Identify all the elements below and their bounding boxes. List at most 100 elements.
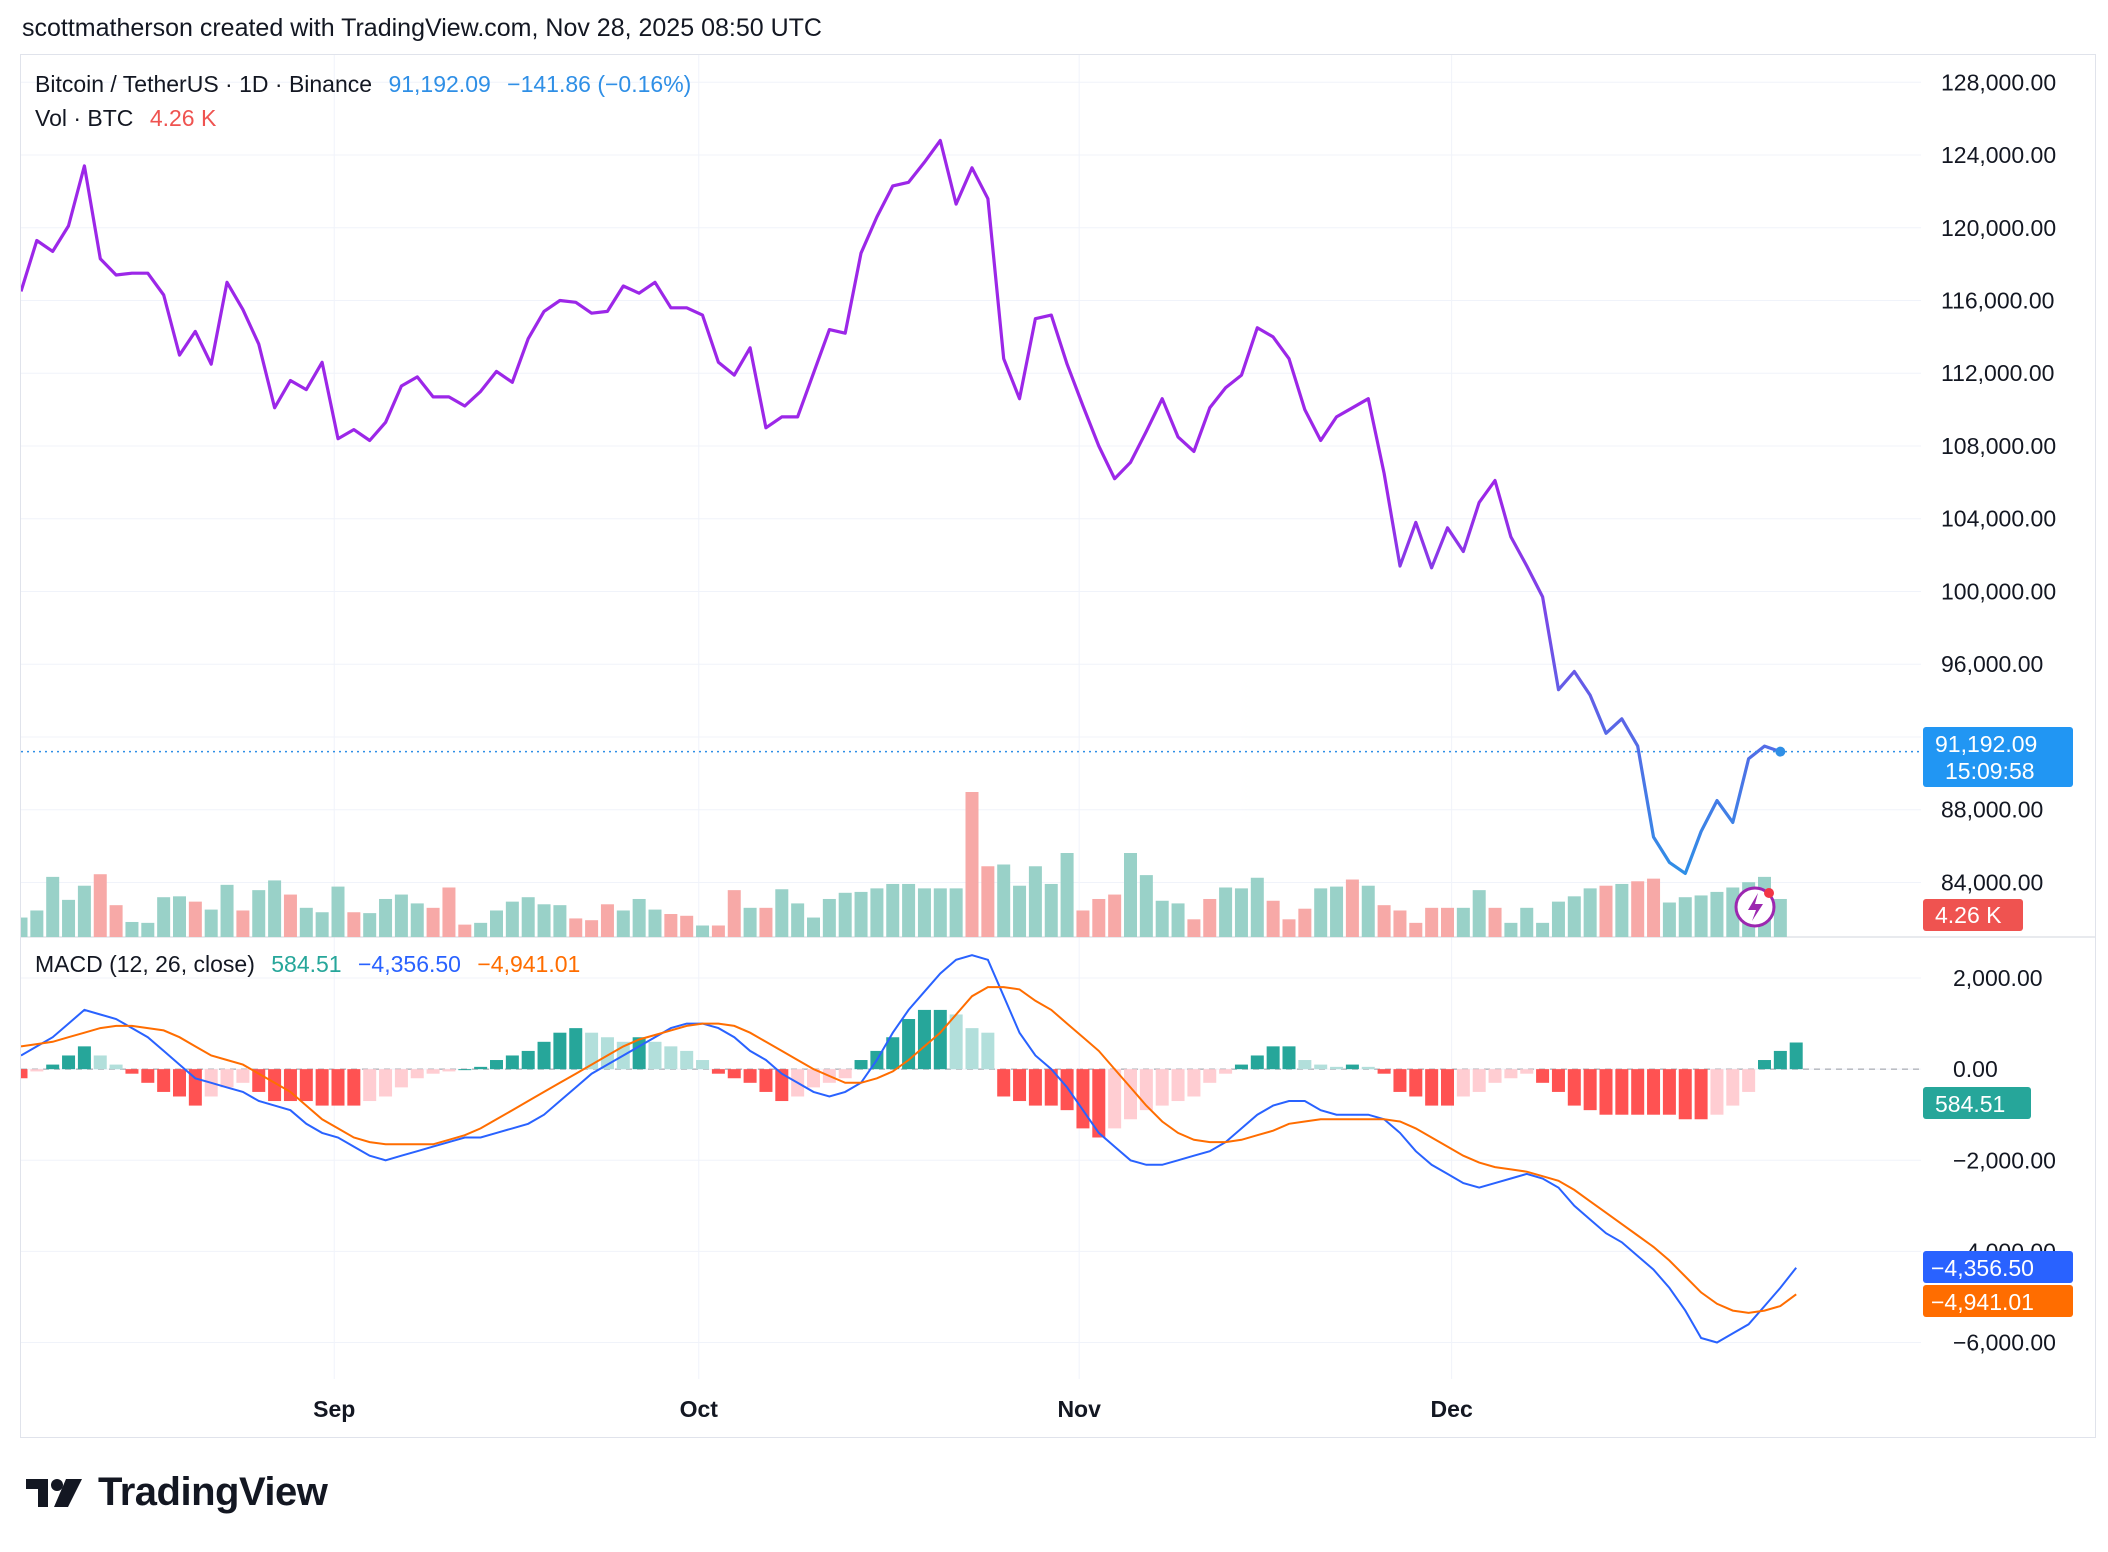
volume-bar bbox=[1298, 908, 1312, 937]
macd-histogram-bar bbox=[1488, 1069, 1502, 1083]
volume-bar bbox=[188, 901, 202, 937]
volume-bar bbox=[21, 917, 28, 937]
volume-bar bbox=[1694, 895, 1708, 937]
volume-bar bbox=[1377, 905, 1391, 937]
macd-histogram-bar bbox=[1028, 1069, 1042, 1106]
price-tick-label: 120,000.00 bbox=[1941, 215, 2056, 241]
price-badge-countdown: 15:09:58 bbox=[1945, 758, 2035, 784]
macd-histogram-bar bbox=[1171, 1069, 1185, 1102]
volume-bar bbox=[109, 905, 123, 937]
volume-bar bbox=[1441, 907, 1454, 937]
macd-histogram-bar bbox=[696, 1060, 710, 1070]
volume-bar bbox=[347, 912, 361, 937]
macd-histogram-bar bbox=[664, 1046, 678, 1070]
volume-bar bbox=[252, 890, 266, 937]
volume-bar bbox=[173, 896, 186, 937]
signal-badge-bg bbox=[1923, 1285, 2073, 1317]
macd-histogram-bar bbox=[759, 1069, 773, 1092]
macd-histogram-bar bbox=[77, 1046, 91, 1070]
volume-bar bbox=[886, 883, 900, 937]
macd-histogram-bar bbox=[1139, 1069, 1153, 1111]
volume-legend: Vol · BTC 4.26 K bbox=[35, 105, 226, 132]
chart-canvas[interactable]: 128,000.00 124,000.00 120,000.00 116,000.00… bbox=[21, 55, 2095, 1437]
volume-bar bbox=[1456, 907, 1470, 937]
macd-histogram-bar bbox=[1187, 1069, 1201, 1097]
volume-bar bbox=[1647, 878, 1661, 937]
macd-histogram-bar bbox=[1789, 1042, 1803, 1070]
macd-histogram-bar bbox=[854, 1060, 868, 1070]
price-tick-label: 96,000.00 bbox=[1941, 651, 2043, 677]
macd-histogram-bar bbox=[997, 1069, 1011, 1097]
volume-bar bbox=[1060, 853, 1074, 937]
macd-line-badge-value: −4,356.50 bbox=[1931, 1255, 2034, 1281]
macd-histogram-bar bbox=[1520, 1069, 1534, 1074]
volume-badge-value: 4.26 K bbox=[1935, 902, 2002, 928]
macd-histogram-bar bbox=[1377, 1069, 1391, 1074]
volume-bar bbox=[236, 910, 250, 937]
volume-bar bbox=[458, 924, 472, 937]
macd-histogram-bar bbox=[569, 1028, 583, 1070]
macd-histogram-bar bbox=[109, 1064, 123, 1070]
brand[interactable]: TradingView bbox=[24, 1470, 328, 1515]
volume-value: 4.26 K bbox=[149, 105, 217, 131]
symbol-change: −141.86 (−0.16%) bbox=[507, 71, 692, 97]
volume-bar bbox=[1361, 885, 1375, 937]
macd-histogram-bar bbox=[981, 1032, 995, 1070]
macd-histogram-bar bbox=[648, 1041, 662, 1070]
price-tick-label: 108,000.00 bbox=[1941, 433, 2056, 459]
macd-histogram-bar bbox=[1076, 1069, 1090, 1129]
price-tick-label: 104,000.00 bbox=[1941, 506, 2056, 532]
macd-histogram-bar bbox=[600, 1037, 614, 1070]
volume-bar bbox=[268, 880, 282, 937]
macd-histogram-bar bbox=[886, 1037, 900, 1070]
macd-histogram-bar bbox=[1662, 1069, 1676, 1115]
grid-lines bbox=[21, 55, 2095, 1379]
volume-badge-bg bbox=[1923, 899, 2023, 931]
volume-bar bbox=[632, 898, 646, 937]
volume-bar bbox=[997, 864, 1011, 937]
replay-icon[interactable] bbox=[1734, 886, 1776, 928]
macd-histogram-bar bbox=[1773, 1050, 1787, 1070]
volume-bar bbox=[711, 925, 725, 937]
macd-histogram-bar bbox=[157, 1069, 171, 1092]
macd-tick-label: 0.00 bbox=[1953, 1056, 1998, 1082]
macd-histogram-bar bbox=[838, 1069, 852, 1079]
volume-bar bbox=[1234, 888, 1248, 937]
volume-badge: 4.26 K bbox=[1923, 899, 2023, 931]
macd-histogram-bar bbox=[21, 1069, 28, 1079]
macd-tick-label: −2,000.00 bbox=[1953, 1147, 2056, 1173]
macd-histogram-bar bbox=[363, 1069, 377, 1102]
volume-bar bbox=[490, 910, 503, 937]
volume-title[interactable]: Vol · BTC bbox=[35, 105, 134, 131]
symbol-title[interactable]: Bitcoin / TetherUS · 1D · Binance bbox=[35, 71, 373, 97]
volume-bar bbox=[838, 892, 852, 937]
volume-bar bbox=[1345, 879, 1359, 937]
volume-bar bbox=[379, 898, 393, 937]
volume-bar bbox=[1631, 881, 1645, 937]
macd-histogram-bar bbox=[553, 1032, 567, 1070]
macd-histogram-bar bbox=[268, 1069, 282, 1102]
volume-bar bbox=[775, 889, 789, 937]
price-badge-bg bbox=[1923, 727, 2073, 787]
volume-bar bbox=[1219, 887, 1233, 937]
macd-histogram-bar bbox=[1425, 1069, 1439, 1106]
volume-bar bbox=[933, 888, 947, 937]
volume-bar bbox=[1187, 919, 1201, 937]
macd-histogram-bar bbox=[1155, 1069, 1169, 1106]
volume-bar bbox=[141, 922, 155, 937]
macd-title[interactable]: MACD (12, 26, close) bbox=[35, 951, 255, 977]
macd-histogram-bar bbox=[1393, 1069, 1407, 1092]
volume-bar bbox=[743, 907, 757, 937]
volume-bar bbox=[125, 921, 139, 937]
volume-bar bbox=[1124, 853, 1137, 937]
volume-bar bbox=[917, 888, 931, 937]
macd-histogram-bar bbox=[299, 1069, 313, 1102]
chart-frame[interactable]: 128,000.00 124,000.00 120,000.00 116,000.00… bbox=[20, 54, 2096, 1438]
volume-bar bbox=[283, 894, 297, 937]
volume-bar bbox=[30, 910, 44, 937]
macd-histogram-bar bbox=[965, 1028, 979, 1070]
volume-bar bbox=[331, 886, 345, 937]
price-series-line bbox=[21, 138, 1781, 875]
macd-histogram-bar bbox=[1583, 1069, 1597, 1111]
volume-bar bbox=[521, 897, 535, 937]
